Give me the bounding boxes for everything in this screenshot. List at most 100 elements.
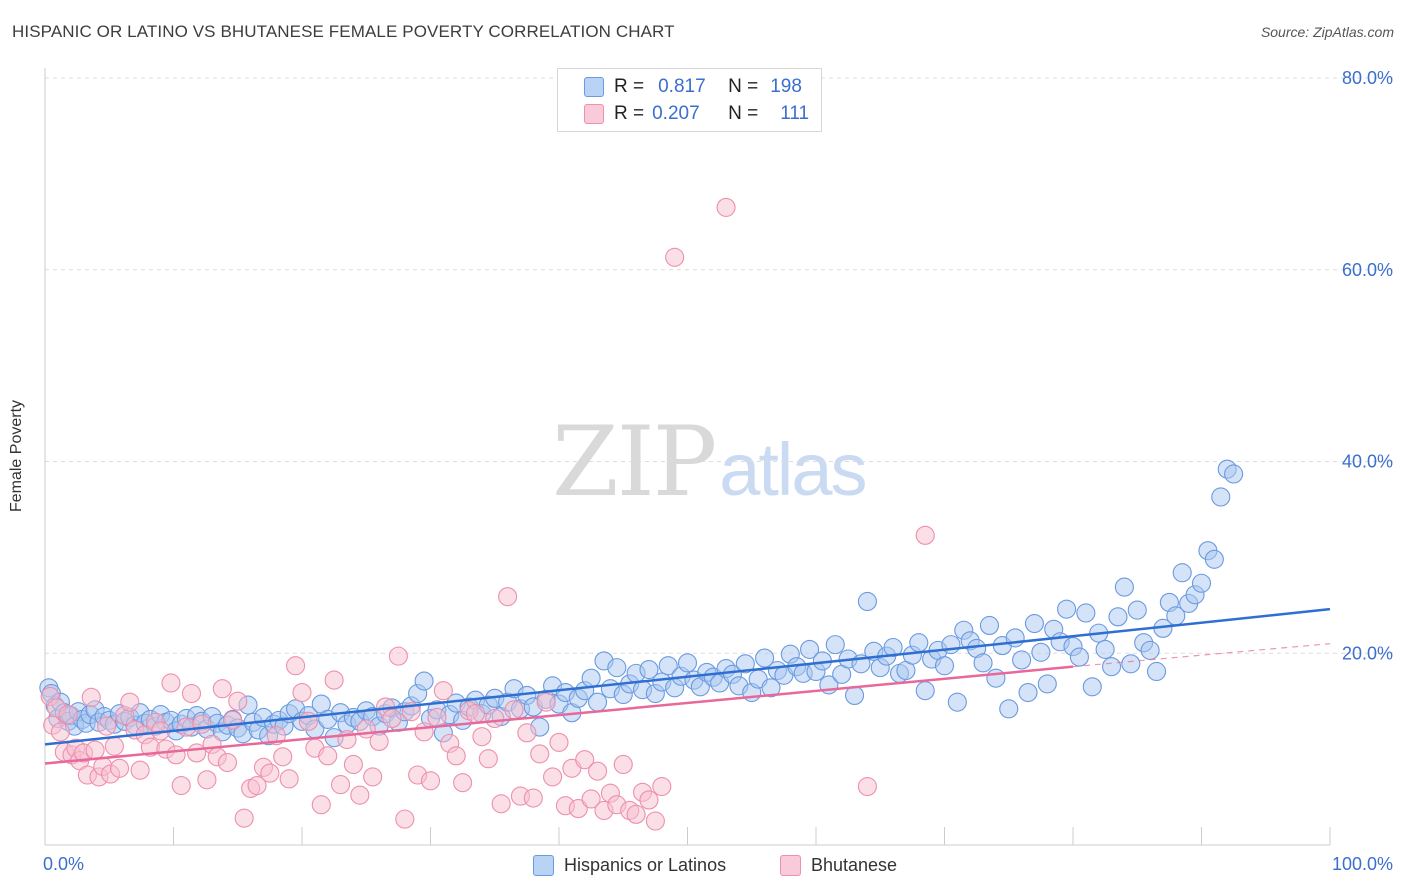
watermark-zip: ZIP bbox=[552, 406, 717, 518]
point-bhutanese bbox=[626, 804, 646, 824]
legend-n-value: 111 bbox=[780, 103, 810, 124]
stats-legend: R = 0.817 N = 198 R = 0.207 N = 111 bbox=[557, 68, 822, 132]
point-bhutanese bbox=[420, 771, 441, 791]
point-bhutanese bbox=[161, 673, 181, 693]
point-hispanic bbox=[1108, 607, 1128, 627]
point-hispanic bbox=[986, 668, 1006, 688]
point-bhutanese bbox=[530, 744, 550, 764]
point-hispanic bbox=[761, 678, 781, 698]
point-bhutanese bbox=[318, 746, 338, 766]
point-bhutanese bbox=[369, 731, 389, 752]
point-bhutanese bbox=[517, 723, 537, 743]
point-bhutanese bbox=[363, 767, 383, 787]
point-bhutanese bbox=[97, 716, 117, 736]
point-hispanic bbox=[658, 656, 678, 676]
chart-source: Source: ZipAtlas.com bbox=[1260, 24, 1394, 40]
point-bhutanese bbox=[171, 776, 191, 796]
point-bhutanese bbox=[915, 525, 935, 545]
chart-title: HISPANIC OR LATINO VS BHUTANESE FEMALE P… bbox=[12, 22, 675, 41]
point-bhutanese bbox=[212, 679, 232, 699]
point-hispanic bbox=[1204, 549, 1224, 569]
point-hispanic bbox=[1172, 563, 1192, 583]
bottom-legend-bhutanese: Bhutanese bbox=[780, 852, 897, 878]
point-hispanic bbox=[735, 654, 755, 674]
legend-swatch-blue bbox=[584, 77, 604, 97]
point-bhutanese bbox=[181, 683, 202, 704]
point-bhutanese bbox=[247, 776, 267, 796]
point-bhutanese bbox=[472, 727, 492, 747]
legend-n-label: N = bbox=[728, 103, 759, 124]
point-hispanic bbox=[1095, 639, 1115, 659]
y-tick-label: 40.0% bbox=[1342, 452, 1393, 472]
y-tick-label: 20.0% bbox=[1342, 643, 1393, 663]
point-hispanic bbox=[1146, 661, 1167, 682]
point-hispanic bbox=[1037, 674, 1057, 694]
point-hispanic bbox=[1005, 628, 1025, 648]
trendline-bhutanese bbox=[44, 665, 1074, 765]
point-bhutanese bbox=[536, 692, 556, 712]
point-bhutanese bbox=[330, 775, 351, 795]
point-bhutanese bbox=[343, 754, 363, 775]
point-hispanic bbox=[909, 633, 929, 653]
legend-r-label: R = bbox=[614, 103, 645, 124]
point-bhutanese bbox=[639, 790, 659, 810]
point-bhutanese bbox=[279, 769, 299, 789]
x-tick-label-end: 100.0% bbox=[1332, 854, 1393, 874]
legend-r-value: 0.207 bbox=[652, 103, 700, 124]
point-hispanic bbox=[934, 656, 955, 676]
bottom-legend-label: Bhutanese bbox=[811, 854, 898, 875]
point-bhutanese bbox=[120, 692, 140, 712]
point-bhutanese bbox=[176, 717, 196, 737]
point-bhutanese bbox=[311, 795, 331, 815]
point-hispanic bbox=[639, 659, 659, 680]
point-bhutanese bbox=[197, 770, 217, 790]
point-hispanic bbox=[883, 637, 903, 658]
point-bhutanese bbox=[350, 785, 370, 805]
point-bhutanese bbox=[716, 197, 736, 217]
point-bhutanese bbox=[587, 761, 608, 781]
point-bhutanese bbox=[85, 740, 105, 760]
legend-row-hispanic: R = 0.817 N = 198 bbox=[584, 74, 802, 100]
point-bhutanese bbox=[491, 794, 511, 814]
point-bhutanese bbox=[857, 776, 877, 797]
point-bhutanese bbox=[446, 746, 466, 766]
legend-row-bhutanese: R = 0.207 N = 111 bbox=[584, 101, 809, 127]
point-bhutanese bbox=[382, 708, 402, 728]
point-hispanic bbox=[915, 681, 935, 701]
watermark-atlas: atlas bbox=[719, 428, 867, 511]
point-bhutanese bbox=[166, 745, 186, 765]
point-hispanic bbox=[857, 591, 877, 612]
point-hispanic bbox=[999, 699, 1019, 719]
point-hispanic bbox=[1012, 650, 1032, 670]
point-bhutanese bbox=[478, 749, 498, 769]
point-bhutanese bbox=[130, 760, 150, 780]
bottom-legend-hispanic: Hispanics or Latinos bbox=[533, 852, 726, 878]
point-bhutanese bbox=[568, 799, 588, 819]
point-bhutanese bbox=[273, 747, 293, 767]
point-bhutanese bbox=[665, 247, 685, 267]
legend-swatch-pink bbox=[584, 104, 604, 124]
point-hispanic bbox=[414, 671, 434, 691]
point-hispanic bbox=[1031, 642, 1051, 662]
point-bhutanese bbox=[109, 758, 130, 778]
point-bhutanese bbox=[453, 773, 473, 793]
point-bhutanese bbox=[485, 708, 505, 728]
point-bhutanese bbox=[645, 811, 665, 831]
point-bhutanese bbox=[234, 808, 254, 828]
point-bhutanese bbox=[427, 707, 447, 728]
point-bhutanese bbox=[228, 691, 248, 711]
point-bhutanese bbox=[414, 722, 434, 742]
point-hispanic bbox=[844, 685, 865, 705]
point-hispanic bbox=[1082, 677, 1102, 697]
point-bhutanese bbox=[192, 714, 212, 734]
legend-n-value: 198 bbox=[770, 76, 802, 97]
point-bhutanese bbox=[395, 809, 415, 829]
y-tick-label: 80.0% bbox=[1342, 68, 1393, 88]
point-bhutanese bbox=[613, 754, 633, 775]
point-hispanic bbox=[825, 635, 845, 655]
point-bhutanese bbox=[50, 722, 70, 742]
point-hispanic bbox=[587, 692, 608, 712]
point-hispanic bbox=[1191, 573, 1212, 593]
point-hispanic bbox=[1121, 654, 1141, 674]
